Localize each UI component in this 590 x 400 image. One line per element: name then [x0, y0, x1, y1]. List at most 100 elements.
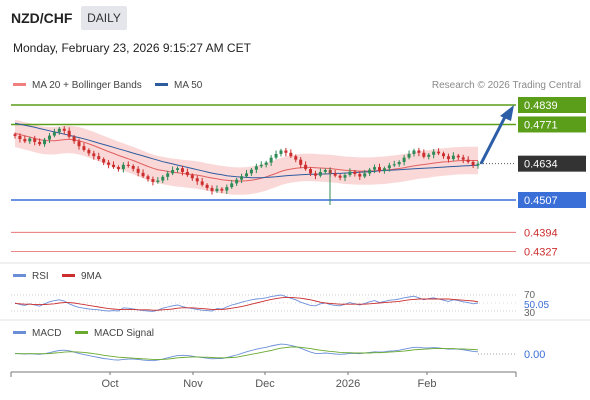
candle-body [461, 157, 465, 160]
candle-body [47, 135, 51, 140]
candle-body [451, 155, 455, 160]
rsi-tick-70: 70 [524, 290, 536, 301]
candle [47, 133, 51, 144]
candle-body [200, 181, 204, 185]
candle-body [249, 169, 253, 174]
candle [18, 133, 22, 143]
candle [412, 148, 416, 157]
candle-body [38, 141, 42, 145]
candle-body [446, 156, 450, 160]
candle-body [422, 152, 426, 157]
candle-body [392, 164, 396, 166]
bollinger-band-fill [15, 119, 478, 195]
level-label: 0.4507 [524, 195, 558, 207]
candle [141, 169, 145, 178]
legend-rsi-ma: 9MA [62, 271, 102, 282]
candle-body [269, 157, 273, 163]
candle-body [264, 162, 268, 165]
candle [294, 154, 298, 163]
candle [52, 128, 56, 138]
rsi-line [14, 294, 479, 312]
candle-body [18, 135, 22, 140]
candle-body [156, 180, 160, 182]
candle-body [210, 187, 214, 192]
candle-body [185, 171, 189, 176]
candle-body [304, 164, 308, 170]
candle [451, 152, 455, 161]
candle [185, 168, 189, 177]
candle [230, 179, 234, 189]
candle [269, 155, 273, 166]
candle [279, 148, 283, 157]
candle-body [318, 171, 322, 176]
x-tick-label: Feb [418, 378, 437, 390]
candle-body [417, 150, 421, 153]
rsi-swatch [13, 273, 26, 277]
candle-body [254, 166, 258, 170]
candle [348, 168, 352, 177]
x-tick-label: Dec [255, 378, 275, 390]
candle-body [471, 161, 475, 166]
candle-body [299, 159, 303, 165]
legend-ma50: MA 50 [155, 80, 202, 91]
candle-body [126, 164, 130, 166]
candle-body [121, 164, 125, 170]
price-levels: 0.4839 0.4771 0.4507 0.4394 0.4327 0.4634 [11, 97, 586, 259]
candle [23, 135, 27, 144]
level-label: 0.4394 [524, 227, 558, 239]
candle-body [176, 168, 180, 170]
candle [180, 165, 184, 176]
candle-body [377, 167, 381, 172]
candle [77, 138, 81, 150]
candle-body [116, 167, 120, 170]
candle [240, 173, 244, 184]
candle [382, 166, 386, 174]
candle-body [363, 173, 367, 177]
legend-macd: MACD [13, 328, 61, 339]
candle [274, 150, 278, 160]
candle-body [13, 134, 17, 136]
candle [323, 168, 327, 175]
candle-body [220, 188, 224, 191]
candle [358, 171, 362, 180]
macd-signal-swatch [75, 330, 88, 334]
level-tag [518, 97, 586, 113]
candle [92, 150, 96, 160]
candle [309, 167, 313, 176]
candle-body [52, 132, 56, 136]
candle-body [195, 178, 199, 182]
candle-body [313, 173, 317, 176]
candle-body [33, 138, 37, 142]
candle [427, 153, 431, 160]
candle-body [343, 175, 347, 178]
candle [225, 184, 229, 194]
candle-body [67, 130, 71, 137]
candle [318, 168, 322, 178]
timeframe-button[interactable]: DAILY [81, 6, 127, 30]
candle-body [466, 159, 470, 162]
candle-body [368, 169, 372, 174]
projection-arrow-shaft [479, 112, 509, 165]
candle [407, 150, 411, 160]
candle [343, 172, 347, 182]
current-price-label: 0.4634 [524, 159, 558, 171]
candle [313, 170, 317, 180]
candle [171, 166, 175, 176]
candle [176, 166, 180, 173]
candle [38, 138, 42, 146]
candle [235, 177, 239, 186]
candle-body [92, 153, 96, 157]
candle [461, 154, 465, 164]
candle-body [245, 173, 248, 177]
candle [402, 155, 406, 166]
legend-rsi: RSI [13, 271, 49, 282]
level-label: 0.4839 [524, 100, 558, 112]
candle [136, 166, 140, 177]
candle [62, 126, 66, 135]
ma20-swatch [13, 82, 26, 86]
candle-body [102, 159, 106, 163]
candle-body [353, 171, 357, 174]
candle [28, 136, 32, 144]
